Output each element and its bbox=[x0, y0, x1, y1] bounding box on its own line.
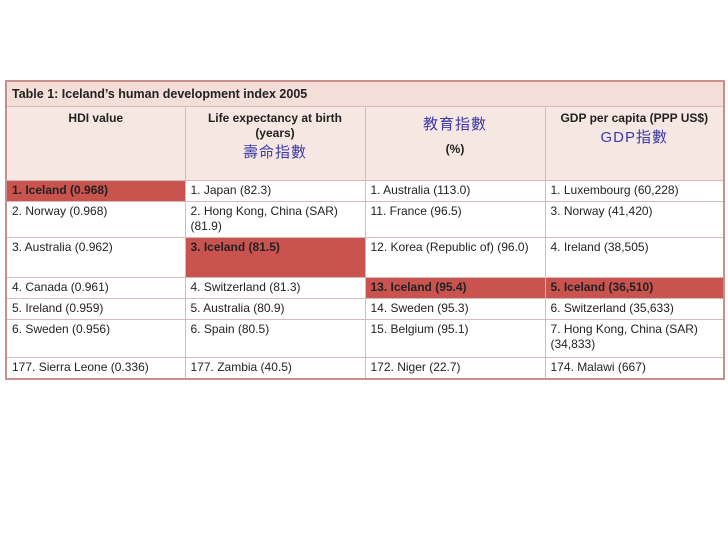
table-cell: 1. Japan (82.3) bbox=[184, 180, 366, 202]
header-gdp-cjk: GDP指數 bbox=[600, 129, 669, 146]
title-row: Table 1: Iceland’s human development ind… bbox=[5, 80, 725, 107]
table-cell: 3. Norway (41,420) bbox=[544, 201, 725, 238]
table-cell: 15. Belgium (95.1) bbox=[364, 319, 546, 358]
table-cell: 6. Spain (80.5) bbox=[184, 319, 366, 358]
table-cell: 14. Sweden (95.3) bbox=[364, 298, 546, 320]
table-cell: 13. Iceland (95.4) bbox=[364, 277, 546, 299]
table-cell: 3. Australia (0.962) bbox=[5, 237, 186, 278]
table-cell: 11. France (96.5) bbox=[364, 201, 546, 238]
table-cell: 172. Niger (22.7) bbox=[364, 357, 546, 380]
table-cell: 6. Sweden (0.956) bbox=[5, 319, 186, 358]
table-row: 5. Ireland (0.959) 5. Australia (80.9) 1… bbox=[5, 298, 725, 320]
table-cell: 12. Korea (Republic of) (96.0) bbox=[364, 237, 546, 278]
table-cell: 177. Zambia (40.5) bbox=[184, 357, 366, 380]
table-cell: 4. Canada (0.961) bbox=[5, 277, 186, 299]
table-row: 3. Australia (0.962) 3. Iceland (81.5) 1… bbox=[5, 237, 725, 278]
table-cell: 2. Hong Kong, China (SAR) (81.9) bbox=[184, 201, 366, 238]
header-education-cjk: 教育指數 bbox=[422, 116, 487, 133]
table-cell: 4. Switzerland (81.3) bbox=[184, 277, 366, 299]
table-cell: 174. Malawi (667) bbox=[544, 357, 725, 380]
table-row: 1. Iceland (0.968) 1. Japan (82.3) 1. Au… bbox=[5, 180, 725, 202]
header-life-cjk: 壽命指數 bbox=[242, 144, 307, 161]
table-cell: 1. Iceland (0.968) bbox=[5, 180, 186, 202]
table-row: 2. Norway (0.968) 2. Hong Kong, China (S… bbox=[5, 201, 725, 238]
table-cell: 6. Switzerland (35,633) bbox=[544, 298, 725, 320]
header-life-label: Life expectancy at birth (years) bbox=[207, 111, 343, 140]
header-hdi-label: HDI value bbox=[68, 111, 124, 125]
table-cell: 1. Luxembourg (60,228) bbox=[544, 180, 725, 202]
hdi-table: Table 1: Iceland’s human development ind… bbox=[5, 80, 726, 380]
header-education-unit: (%) bbox=[445, 142, 465, 156]
table-cell: 4. Ireland (38,505) bbox=[544, 237, 725, 278]
header-education: 教育指數 (%) bbox=[364, 106, 546, 181]
header-gdp-label: GDP per capita (PPP US$) bbox=[560, 111, 709, 125]
table-cell: 177. Sierra Leone (0.336) bbox=[5, 357, 186, 380]
table-cell: 5. Australia (80.9) bbox=[184, 298, 366, 320]
header-row: HDI value Life expectancy at birth (year… bbox=[5, 106, 725, 181]
table-cell: 2. Norway (0.968) bbox=[5, 201, 186, 238]
table-row: 177. Sierra Leone (0.336) 177. Zambia (4… bbox=[5, 357, 725, 380]
table-row: 6. Sweden (0.956) 6. Spain (80.5) 15. Be… bbox=[5, 319, 725, 358]
header-gdp: GDP per capita (PPP US$) GDP指數 bbox=[544, 106, 725, 181]
table-cell: 5. Iceland (36,510) bbox=[544, 277, 725, 299]
table-title: Table 1: Iceland’s human development ind… bbox=[5, 80, 725, 107]
header-hdi: HDI value bbox=[5, 106, 186, 181]
header-life-expectancy: Life expectancy at birth (years) 壽命指數 bbox=[184, 106, 366, 181]
table-cell: 7. Hong Kong, China (SAR) (34,833) bbox=[544, 319, 725, 358]
table-cell: 5. Ireland (0.959) bbox=[5, 298, 186, 320]
table-cell: 3. Iceland (81.5) bbox=[184, 237, 366, 278]
table-row: 4. Canada (0.961) 4. Switzerland (81.3) … bbox=[5, 277, 725, 299]
table-cell: 1. Australia (113.0) bbox=[364, 180, 546, 202]
